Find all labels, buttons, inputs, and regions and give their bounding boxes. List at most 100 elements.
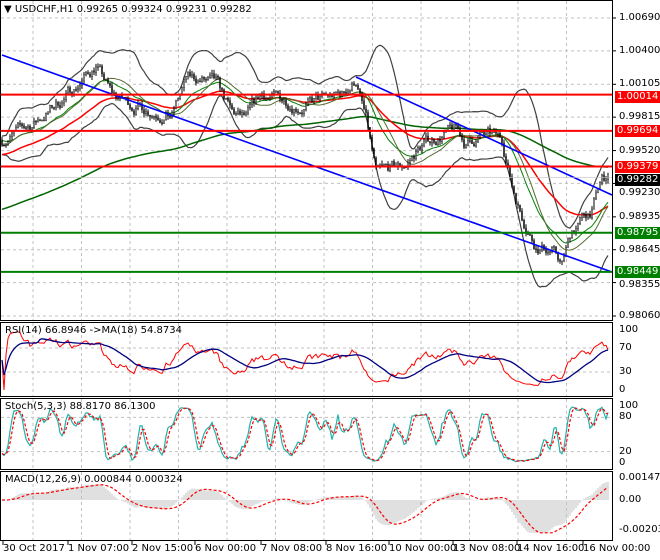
trendline xyxy=(355,76,613,196)
candle-body xyxy=(381,164,383,166)
candle xyxy=(437,137,439,146)
candle xyxy=(33,117,35,129)
candle xyxy=(75,86,77,92)
candle-body xyxy=(249,104,251,108)
candle xyxy=(63,96,65,107)
candle-body xyxy=(133,110,135,115)
candle xyxy=(65,89,67,103)
y-tick-label: 0.98060 xyxy=(619,310,660,321)
candle-body xyxy=(239,110,241,115)
candle xyxy=(367,109,369,131)
candle xyxy=(255,93,257,105)
candle xyxy=(575,225,577,236)
candle-body xyxy=(375,157,377,167)
candle-body xyxy=(417,147,419,152)
candle-body xyxy=(413,155,415,159)
candle-body xyxy=(469,140,471,142)
candle-body xyxy=(17,123,19,128)
candle-body xyxy=(45,113,47,121)
dropdown-triangle-icon[interactable]: ▼ xyxy=(4,4,12,15)
candle xyxy=(225,97,227,100)
candle-body xyxy=(457,124,459,130)
candle-body xyxy=(319,95,321,100)
candle-body xyxy=(219,77,221,89)
y-tick-label: 0.98935 xyxy=(619,210,660,222)
candle xyxy=(265,96,267,101)
candle-body xyxy=(343,91,345,94)
candle-body xyxy=(389,164,391,171)
stoch-tick-label: 0 xyxy=(619,457,626,468)
bollinger-middle xyxy=(1,77,609,251)
candle xyxy=(491,132,493,135)
candle-body xyxy=(559,259,561,262)
candle-body xyxy=(289,108,291,111)
candle xyxy=(553,245,555,251)
candle xyxy=(169,112,171,119)
candle-body xyxy=(21,123,23,127)
bollinger-upper xyxy=(1,44,609,229)
candle-body xyxy=(299,112,301,114)
candle xyxy=(559,258,561,264)
candle xyxy=(47,111,49,116)
candle xyxy=(217,74,219,81)
candle-body xyxy=(47,111,49,114)
candle xyxy=(549,250,551,256)
candle-body xyxy=(423,140,425,146)
candle-body xyxy=(183,78,185,88)
time-label: 1 Nov 07:00 xyxy=(68,543,130,554)
candle-body xyxy=(175,100,177,109)
candle-body xyxy=(257,97,259,100)
candle xyxy=(207,76,209,81)
candle-body xyxy=(189,72,191,77)
candle xyxy=(423,137,425,148)
candle-body xyxy=(213,73,215,79)
candle xyxy=(23,123,25,130)
candle xyxy=(545,245,547,256)
candle xyxy=(435,140,437,146)
candle-body xyxy=(415,151,417,159)
candle xyxy=(101,64,103,78)
candle-body xyxy=(591,208,593,218)
candle xyxy=(431,137,433,147)
candle xyxy=(475,139,477,148)
candle xyxy=(147,109,149,117)
candle-body xyxy=(145,111,147,114)
candle-body xyxy=(53,107,55,109)
candle xyxy=(313,97,315,105)
candle xyxy=(107,77,109,85)
candle-body xyxy=(157,117,159,121)
candle xyxy=(335,91,337,94)
candle-body xyxy=(483,131,485,135)
candle-body xyxy=(229,100,231,106)
candle xyxy=(53,106,55,111)
candle xyxy=(203,76,205,82)
candle-body xyxy=(517,203,519,206)
candle-body xyxy=(205,79,207,81)
y-tick-label: 0.98355 xyxy=(619,278,660,290)
candle-body xyxy=(165,113,167,121)
candle-body xyxy=(573,230,575,233)
candle-body xyxy=(481,131,483,133)
candle-body xyxy=(287,105,289,110)
candle-body xyxy=(39,119,41,122)
candle xyxy=(267,97,269,100)
candle xyxy=(195,75,197,86)
macd-label: MACD(12,26,9) 0.000844 0.000324 xyxy=(5,474,183,485)
candle xyxy=(569,237,571,243)
candle xyxy=(407,159,409,170)
candle xyxy=(537,246,539,255)
candle xyxy=(525,224,527,237)
candle-body xyxy=(439,139,441,142)
candle xyxy=(511,173,513,189)
candle xyxy=(77,84,79,93)
candle-body xyxy=(199,80,201,83)
candle-body xyxy=(461,135,463,140)
candle-body xyxy=(459,128,461,137)
candle-body xyxy=(447,125,449,131)
candle-body xyxy=(599,182,601,189)
candle-body xyxy=(369,127,371,138)
candle-body xyxy=(463,139,465,148)
candle-body xyxy=(347,91,349,94)
candle-body xyxy=(221,87,223,90)
